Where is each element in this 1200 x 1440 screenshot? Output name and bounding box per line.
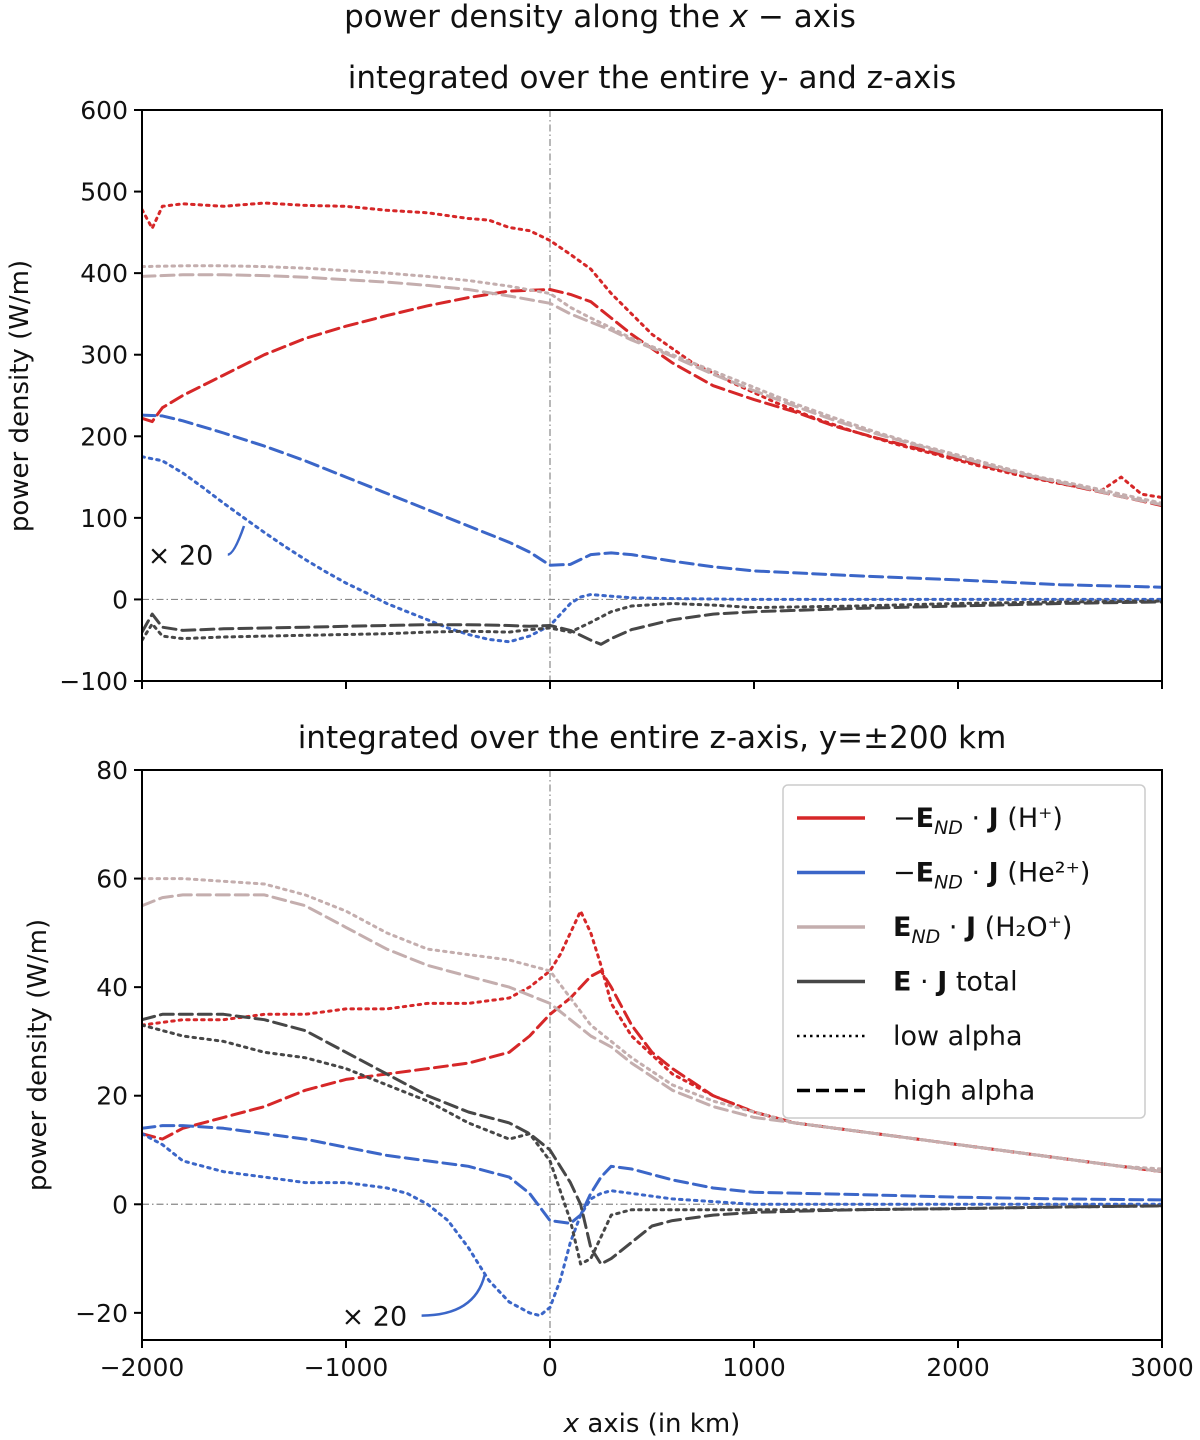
x-tick-label: 0 bbox=[542, 1353, 558, 1382]
y-tick-label: 300 bbox=[80, 341, 128, 370]
x-tick-label: 1000 bbox=[722, 1353, 786, 1382]
legend-label: END · J (H₂O⁺) bbox=[893, 912, 1072, 948]
y-tick-label: 500 bbox=[80, 178, 128, 207]
series-line-h2o-high-alpha bbox=[142, 893, 1162, 1174]
top-y-axis-label: power density (W/m) bbox=[5, 260, 35, 532]
series-line-he2-low-alpha-x20 bbox=[142, 1132, 1162, 1318]
y-tick-label: 60 bbox=[96, 865, 128, 894]
top-panel: −100 0 100 200 300 400 500 600 × 20 bbox=[59, 96, 1163, 696]
top-series-group bbox=[142, 201, 1162, 646]
legend-label: high alpha bbox=[893, 1076, 1035, 1107]
bottom-series-group bbox=[142, 877, 1162, 1318]
bottom-reference-lines bbox=[142, 770, 1162, 1340]
series-line-total-low-alpha bbox=[142, 599, 1162, 642]
series-line-he2-high-alpha-x20 bbox=[142, 1124, 1162, 1225]
y-tick-label: −100 bbox=[59, 667, 128, 696]
bottom-annotation: × 20 bbox=[342, 1274, 486, 1333]
annotation-connector bbox=[227, 525, 246, 556]
legend-entry: −END · J (H⁺) bbox=[797, 803, 1063, 839]
legend: −END · J (H⁺) −END · J (He²⁺) END · J (H₂O… bbox=[782, 784, 1146, 1119]
series-line-he2-high-alpha-x20 bbox=[142, 413, 1162, 589]
figure-title: power density along the x − axis bbox=[344, 0, 856, 35]
y-tick-label: 600 bbox=[80, 96, 128, 125]
y-tick-label: 100 bbox=[80, 504, 128, 533]
series-line-h-high-alpha bbox=[142, 288, 1162, 508]
x-axis-label: x axis (in km) bbox=[563, 1409, 741, 1439]
y-tick-label: 0 bbox=[112, 585, 128, 614]
scale-factor-annotation: × 20 bbox=[342, 1302, 408, 1333]
xlabel-italic-x: x bbox=[563, 1409, 580, 1439]
y-tick-label: 0 bbox=[112, 1190, 128, 1219]
series-line-total-high-alpha bbox=[142, 600, 1162, 646]
top-annotation: × 20 bbox=[148, 525, 246, 572]
y-tick-label: 400 bbox=[80, 259, 128, 288]
legend-label: −END · J (H⁺) bbox=[893, 803, 1063, 839]
series-line-total-low-alpha bbox=[142, 1023, 1162, 1266]
bottom-x-ticks: −2000 −1000 0 1000 2000 3000 bbox=[100, 1340, 1194, 1382]
legend-box bbox=[782, 784, 1146, 1119]
y-tick-label: 200 bbox=[80, 422, 128, 451]
y-tick-label: 80 bbox=[96, 756, 128, 785]
x-tick-label: −1000 bbox=[304, 1353, 389, 1382]
x-tick-label: 2000 bbox=[926, 1353, 990, 1382]
legend-entry: high alpha bbox=[797, 1076, 1035, 1107]
x-tick-label: −2000 bbox=[100, 1353, 185, 1382]
top-plot-frame bbox=[141, 109, 1163, 682]
bottom-y-ticks: −20 0 20 40 60 80 bbox=[75, 756, 142, 1328]
bottom-panel-title: integrated over the entire z-axis, y=±20… bbox=[298, 720, 1007, 756]
bottom-panel: −2000 −1000 0 1000 2000 3000 −20 0 20 40 60 80 × 2… bbox=[75, 756, 1194, 1382]
legend-label: low alpha bbox=[893, 1021, 1023, 1052]
top-y-ticks: −100 0 100 200 300 400 500 600 bbox=[59, 96, 142, 696]
legend-entry: E · J total bbox=[797, 967, 1018, 998]
top-reference-lines bbox=[142, 110, 1162, 681]
series-line-h2o-high-alpha bbox=[142, 273, 1162, 507]
series-line-h-low-alpha bbox=[142, 201, 1162, 499]
series-line-h2o-low-alpha bbox=[142, 264, 1162, 505]
title-italic-x: x bbox=[729, 0, 749, 35]
top-panel-title: integrated over the entire y- and z-axis bbox=[348, 60, 956, 96]
bottom-y-axis-label: power density (W/m) bbox=[23, 919, 53, 1191]
scale-factor-annotation: × 20 bbox=[148, 541, 214, 572]
bottom-plot-frame bbox=[141, 769, 1163, 1341]
y-tick-label: −20 bbox=[75, 1299, 128, 1328]
legend-entry: low alpha bbox=[797, 1021, 1023, 1052]
legend-label: −END · J (He²⁺) bbox=[893, 858, 1090, 894]
y-tick-label: 20 bbox=[96, 1082, 128, 1111]
legend-entry: −END · J (He²⁺) bbox=[797, 858, 1090, 894]
x-tick-label: 3000 bbox=[1130, 1353, 1194, 1382]
legend-entry: END · J (H₂O⁺) bbox=[797, 912, 1072, 948]
series-line-he2-low-alpha-x20 bbox=[142, 455, 1162, 644]
legend-label: E · J total bbox=[893, 967, 1018, 998]
annotation-connector bbox=[421, 1274, 486, 1317]
legend-entries: −END · J (H⁺) −END · J (He²⁺) END · J (H₂O… bbox=[797, 803, 1090, 1107]
series-line-total-high-alpha bbox=[142, 1012, 1162, 1266]
top-x-ticks bbox=[141, 681, 1163, 689]
y-tick-label: 40 bbox=[96, 973, 128, 1002]
